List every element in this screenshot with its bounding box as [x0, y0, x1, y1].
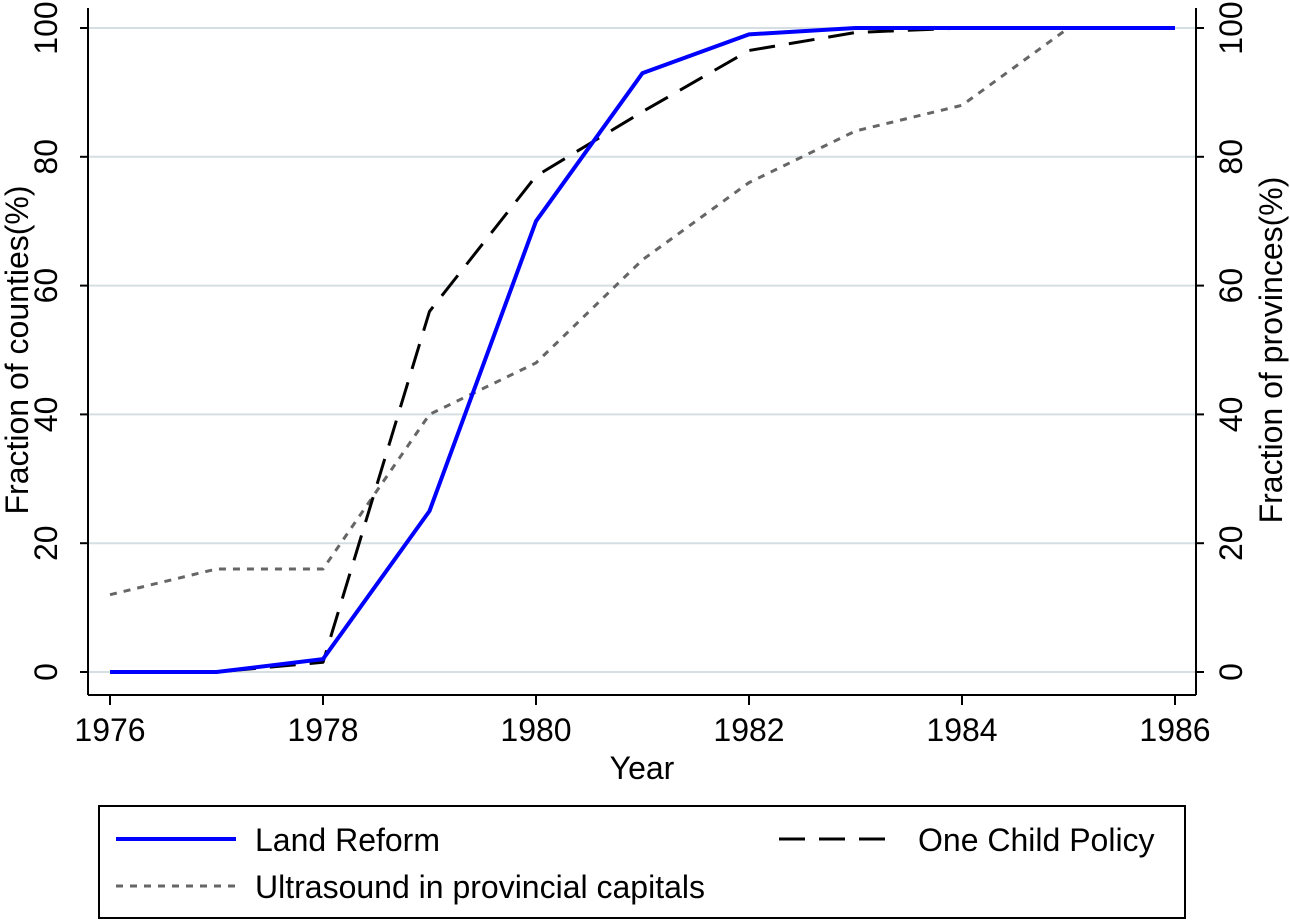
series [109, 26, 1175, 674]
x-tick-label: 1976 [74, 712, 145, 748]
y-tick-label-left: 80 [28, 139, 64, 175]
y-tick-label-right: 80 [1213, 139, 1249, 175]
series-line-land-reform [110, 26, 1175, 674]
x-tick-label: 1984 [926, 712, 997, 748]
y-tick-label-right: 20 [1213, 525, 1249, 561]
legend-label-one-child-policy: One Child Policy [918, 822, 1155, 858]
y-axis-label-right: Fraction of provinces(%) [1253, 177, 1289, 524]
ticks: 0 0 20 20 40 40 60 60 80 80 100 100 1976 1978 1980 1982… [28, 1, 1249, 748]
gridlines [88, 27, 1196, 673]
y-tick-label-left: 40 [28, 397, 64, 433]
axes [87, 8, 1197, 696]
legend: Land Reform One Child Policy Ultrasound … [98, 805, 1186, 919]
x-tick-label: 1986 [1139, 712, 1210, 748]
x-tick-label: 1982 [713, 712, 784, 748]
x-axis-label: Year [610, 750, 675, 786]
y-tick-label-right: 0 [1213, 663, 1249, 681]
y-tick-label-left: 100 [28, 1, 64, 54]
series-line-ultrasound-in-provincial-capitals [109, 26, 1175, 597]
y-tick-label-right: 40 [1213, 397, 1249, 433]
x-tick-label: 1978 [287, 712, 358, 748]
series-line-one-child-policy [110, 26, 1175, 674]
x-tick-label: 1980 [500, 712, 571, 748]
y-axis-label-left: Fraction of counties(%) [0, 185, 35, 514]
y-tick-label-left: 60 [28, 268, 64, 304]
y-tick-label-right: 100 [1213, 1, 1249, 54]
y-tick-label-right: 60 [1213, 268, 1249, 304]
y-tick-label-left: 0 [28, 663, 64, 681]
y-tick-label-left: 20 [28, 525, 64, 561]
legend-box [98, 805, 1186, 919]
legend-label-ultrasound: Ultrasound in provincial capitals [255, 869, 705, 905]
legend-label-land-reform: Land Reform [255, 822, 440, 858]
